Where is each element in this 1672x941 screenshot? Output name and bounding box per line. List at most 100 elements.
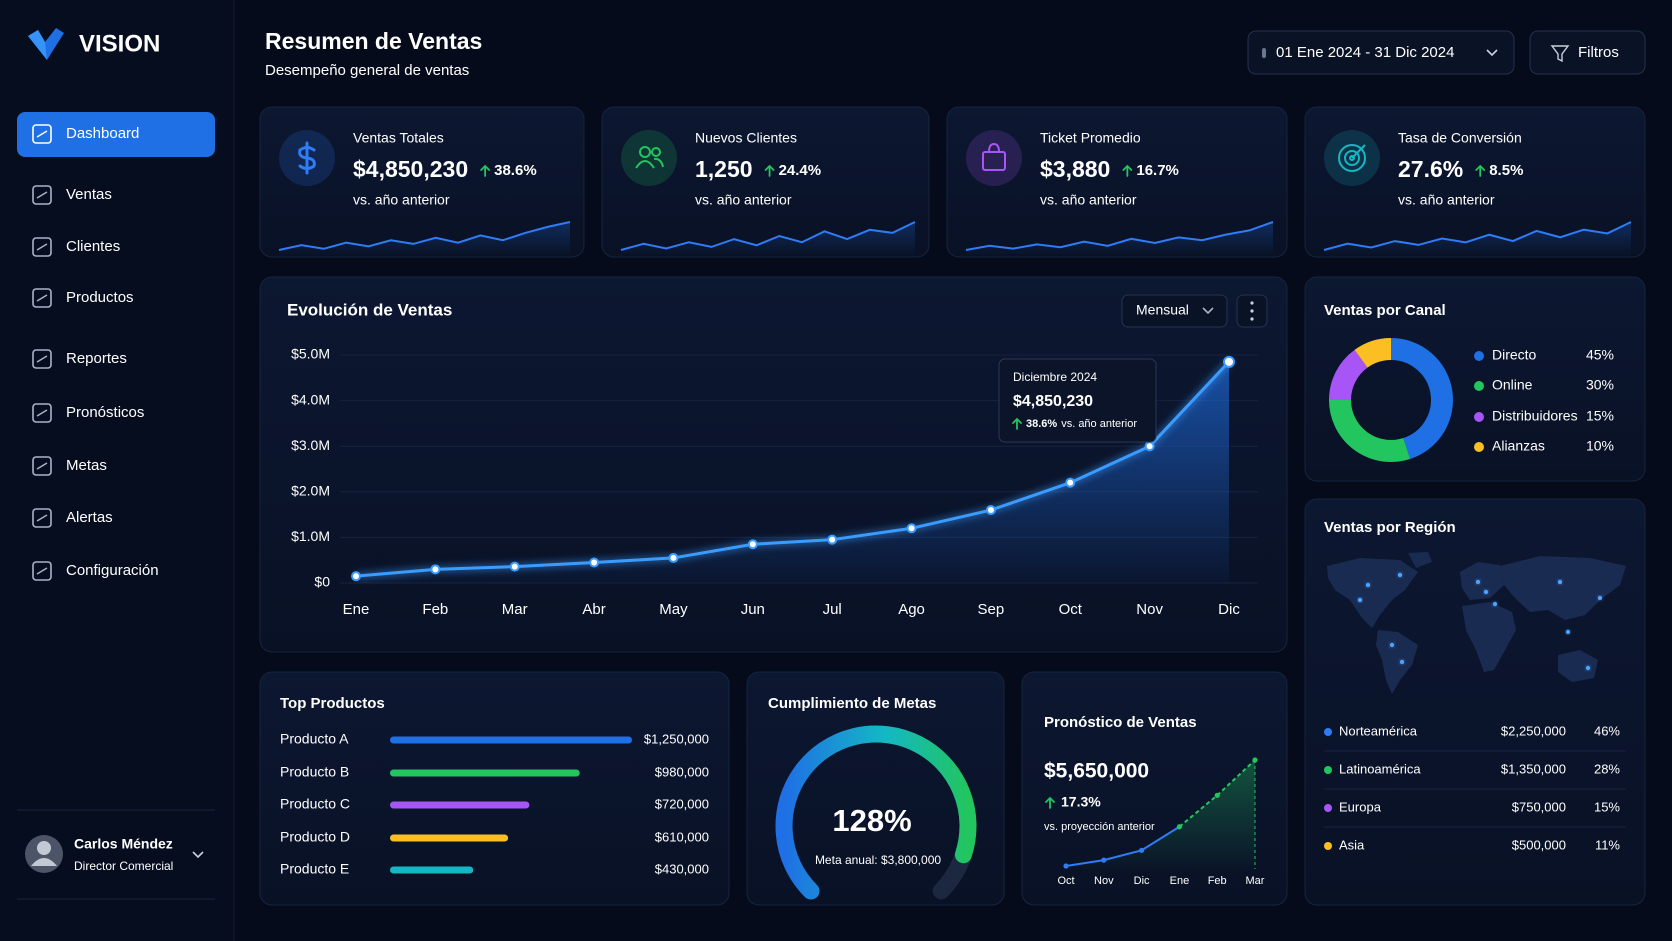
forecast-point bbox=[1252, 757, 1258, 763]
up-arrow bbox=[1045, 796, 1055, 809]
point bbox=[430, 564, 441, 575]
point bbox=[1223, 355, 1235, 368]
nav-icon bbox=[32, 124, 52, 144]
legend-dot bbox=[1474, 381, 1484, 391]
chevron bbox=[1486, 49, 1498, 57]
product-name: Producto D bbox=[280, 829, 350, 845]
kpi-title: Ventas Totales bbox=[353, 130, 444, 146]
y-tick-label: $1.0M bbox=[291, 528, 330, 544]
filter-button[interactable] bbox=[1529, 30, 1646, 75]
nav-item[interactable]: Dashboard bbox=[66, 125, 139, 142]
city-light bbox=[1357, 597, 1363, 603]
kpi-icon bbox=[635, 157, 664, 169]
region-value: $1,350,000 bbox=[1501, 761, 1566, 776]
continent bbox=[1460, 562, 1504, 600]
nav-item[interactable]: Pronósticos bbox=[66, 404, 144, 421]
date-picker[interactable] bbox=[1247, 30, 1515, 75]
legend-dot bbox=[1474, 351, 1484, 361]
card bbox=[259, 106, 585, 258]
kpi-value: 1,250 bbox=[695, 156, 753, 182]
kpi-icon-bg bbox=[966, 130, 1022, 186]
city-light bbox=[1399, 659, 1405, 665]
logo-highlight bbox=[28, 30, 47, 60]
x-tick-label: Oct bbox=[1057, 875, 1074, 887]
bar-label: $980,000 bbox=[655, 764, 709, 779]
point bbox=[985, 505, 996, 516]
legend-label: Distribuidores bbox=[1492, 408, 1578, 424]
region-name: Asia bbox=[1339, 837, 1365, 852]
tooltip-change: 38.6% bbox=[1026, 418, 1057, 430]
y-tick-label: $5.0M bbox=[291, 346, 330, 362]
chevron bbox=[1202, 307, 1214, 315]
card bbox=[946, 106, 1288, 258]
city-light bbox=[1475, 579, 1481, 585]
sparkline-area bbox=[279, 222, 570, 256]
x-tick-label: Ene bbox=[1170, 875, 1190, 887]
x-tick-label: Jul bbox=[823, 601, 842, 618]
point bbox=[1144, 441, 1155, 452]
legend-label: Directo bbox=[1492, 347, 1537, 363]
donut-segment bbox=[1329, 399, 1411, 462]
sparkline-area bbox=[621, 222, 915, 256]
nav-item[interactable]: Ventas bbox=[66, 186, 112, 203]
nav-item[interactable]: Productos bbox=[66, 289, 134, 306]
nav-item[interactable]: Clientes bbox=[66, 238, 120, 255]
card-title: Ventas por Región bbox=[1324, 519, 1456, 536]
nav-item[interactable]: Metas bbox=[66, 457, 107, 474]
region-share: 46% bbox=[1594, 723, 1620, 738]
city-light bbox=[1492, 601, 1498, 607]
nav-item[interactable]: Alertas bbox=[66, 509, 113, 526]
region-share: 11% bbox=[1595, 837, 1620, 852]
nav-icon bbox=[32, 349, 52, 369]
legend-dot bbox=[1474, 412, 1484, 422]
region-value: $500,000 bbox=[1512, 837, 1566, 852]
city-light bbox=[1483, 589, 1489, 595]
kpi-change: 38.6% bbox=[494, 162, 537, 179]
tooltip bbox=[998, 358, 1157, 443]
x-tick-label: Jun bbox=[741, 601, 765, 618]
nav-icon-detail bbox=[36, 567, 48, 575]
tooltip-note: vs. año anterior bbox=[1061, 418, 1137, 430]
product-name: Producto B bbox=[280, 764, 349, 780]
card bbox=[1304, 106, 1646, 258]
kpi-icon bbox=[1351, 144, 1366, 159]
area bbox=[356, 361, 1229, 583]
kpi-icon bbox=[651, 147, 661, 157]
point bbox=[1065, 477, 1076, 488]
region-value: $750,000 bbox=[1512, 799, 1566, 814]
x-tick-label: Abr bbox=[582, 601, 605, 618]
kpi-note: vs. año anterior bbox=[353, 192, 450, 208]
legend-value: 30% bbox=[1586, 377, 1614, 393]
donut-segment bbox=[1329, 349, 1368, 401]
sparkline bbox=[620, 221, 916, 251]
x-tick-label: May bbox=[659, 601, 688, 618]
card-title: Pronóstico de Ventas bbox=[1044, 714, 1197, 731]
kpi-value: 27.6% bbox=[1398, 156, 1463, 182]
kpi-value: $3,880 bbox=[1040, 156, 1110, 182]
continent bbox=[1376, 630, 1418, 694]
nav-icon bbox=[32, 288, 52, 308]
up-arrow bbox=[1475, 164, 1486, 177]
city-light bbox=[1597, 595, 1603, 601]
bar-label: $720,000 bbox=[655, 796, 709, 811]
nav-item[interactable]: Reportes bbox=[66, 350, 127, 367]
point bbox=[827, 534, 838, 545]
forecast-point bbox=[1176, 824, 1182, 830]
sparkline bbox=[278, 221, 571, 251]
y-tick-label: $0 bbox=[314, 574, 330, 590]
legend-dot bbox=[1324, 766, 1332, 774]
forecast-point bbox=[1214, 792, 1220, 798]
bar-label: $430,000 bbox=[655, 861, 709, 876]
continent bbox=[1408, 552, 1432, 568]
nav-item[interactable]: Configuración bbox=[66, 562, 159, 579]
legend-value: 10% bbox=[1586, 438, 1614, 454]
point bbox=[589, 557, 600, 568]
donut-segment bbox=[1390, 338, 1453, 459]
x-tick-label: Feb bbox=[1208, 875, 1227, 887]
period-select[interactable] bbox=[1121, 294, 1228, 328]
x-tick-label: Feb bbox=[422, 601, 448, 618]
kpi-icon bbox=[1338, 144, 1366, 172]
card-title: Top Productos bbox=[280, 695, 385, 712]
point bbox=[747, 539, 758, 550]
up-arrow bbox=[1012, 417, 1022, 430]
